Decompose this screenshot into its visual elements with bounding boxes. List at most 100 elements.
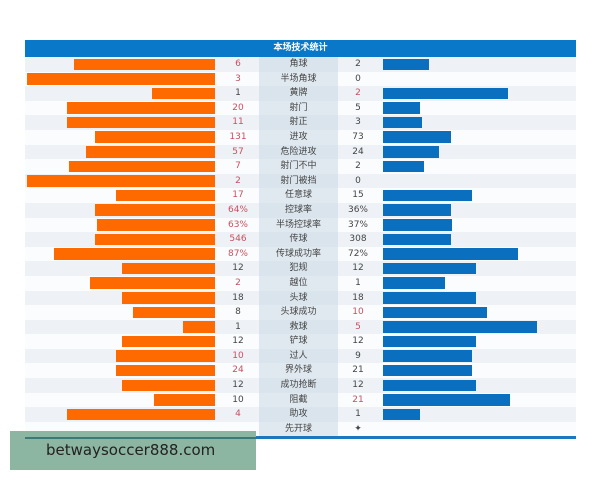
stat-row: 17 任意球 15	[25, 188, 576, 203]
away-value: 0	[355, 175, 361, 186]
home-bar	[182, 321, 215, 333]
stat-label: 头球	[259, 290, 338, 306]
away-value: 37%	[347, 219, 368, 230]
stat-label: 射门不中	[259, 159, 338, 174]
stat-label: 头球成功	[259, 305, 338, 320]
away-value: 2	[355, 161, 361, 172]
home-value: 6	[235, 59, 241, 69]
away-value: 1	[355, 277, 361, 288]
home-value: 64%	[227, 204, 248, 215]
away-bar	[383, 379, 476, 392]
stat-row: 7 射门不中 2	[25, 159, 576, 174]
stat-label: 阻截	[259, 392, 338, 408]
stat-label: 越位	[259, 275, 338, 291]
home-value: 10	[232, 394, 244, 405]
away-bar	[383, 364, 472, 377]
stat-row: 1 黄牌 2	[25, 86, 576, 101]
stat-label: 成功抢断	[259, 378, 338, 393]
away-bar	[383, 248, 519, 260]
home-bar	[66, 116, 215, 129]
stat-row: 1 救球 5	[25, 319, 576, 335]
stat-label: 铲球	[259, 334, 338, 349]
away-bar	[383, 116, 422, 129]
away-bar	[383, 189, 472, 202]
stat-label: 界外球	[259, 363, 338, 379]
away-bar	[383, 233, 451, 246]
home-value: 546	[229, 234, 247, 245]
stat-row: 57 危险进攻 24	[25, 144, 576, 160]
home-value: 12	[232, 336, 244, 347]
away-bar	[383, 204, 451, 216]
home-bar	[85, 146, 215, 158]
away-value: 2	[355, 59, 361, 69]
away-bar	[383, 58, 430, 70]
stat-row: 131 进攻 73	[25, 129, 576, 145]
away-value: 15	[352, 190, 364, 201]
home-value: 1	[235, 321, 241, 332]
stat-row: 3 半场角球 0	[25, 71, 576, 87]
stat-label: 助攻	[259, 407, 338, 422]
stat-label: 危险进攻	[259, 144, 338, 160]
away-value: 2	[355, 88, 361, 99]
stat-label: 救球	[259, 319, 338, 335]
home-value: 12	[232, 263, 244, 274]
stat-label: 射门被挡	[259, 173, 338, 189]
stat-row: 87% 传球成功率 72%	[25, 246, 576, 262]
stat-label: 射门	[259, 100, 338, 116]
away-value: 308	[349, 234, 367, 245]
stat-row: 2 射门被挡 0	[25, 173, 576, 189]
home-bar	[68, 160, 215, 173]
stat-label: 进攻	[259, 129, 338, 145]
stat-row: 20 射门 5	[25, 100, 576, 116]
stat-label: 过人	[259, 348, 338, 364]
home-bar	[26, 73, 215, 85]
home-bar	[95, 204, 215, 216]
away-bar	[383, 321, 538, 333]
away-value: 5	[355, 102, 361, 113]
home-value: 3	[235, 73, 241, 84]
away-value: 12	[352, 263, 364, 274]
stat-row: 12 犯规 12	[25, 261, 576, 276]
home-bar	[121, 292, 215, 304]
stat-row: 12 铲球 12	[25, 334, 576, 349]
home-value: 2	[235, 277, 241, 288]
home-value: 24	[232, 365, 244, 376]
away-bar	[383, 394, 511, 406]
home-value: 131	[229, 131, 247, 142]
home-value: 87%	[227, 248, 248, 259]
stat-label: 先开球	[259, 421, 338, 437]
home-bar	[133, 306, 215, 319]
stat-label: 任意球	[259, 188, 338, 203]
stat-row: 24 界外球 21	[25, 363, 576, 379]
stat-row: 4 助攻 1	[25, 407, 576, 422]
stats-rows: 6 角球 2 3 半场角球 0 1 黄牌 2 20 射门 5 11 射正 3 131 进攻 73 57 危险进攻 24 7…	[25, 57, 576, 437]
away-bar	[383, 335, 476, 348]
home-bar	[121, 379, 215, 392]
table-bottom-border	[25, 436, 576, 440]
home-value: 57	[232, 146, 244, 157]
home-bar	[116, 350, 215, 362]
home-value: 12	[232, 380, 244, 391]
stat-row: 10 阻截 21	[25, 392, 576, 408]
home-bar	[66, 102, 215, 114]
away-bar	[383, 262, 476, 275]
away-bar	[383, 131, 451, 143]
away-value: 12	[352, 380, 364, 391]
home-value: 18	[232, 292, 244, 303]
home-bar	[89, 277, 215, 289]
away-bar	[383, 306, 488, 319]
away-value: 73	[352, 131, 364, 142]
stat-label: 半场控球率	[259, 217, 338, 233]
home-bar	[53, 248, 215, 260]
away-value: 72%	[347, 248, 368, 259]
home-bar	[116, 364, 215, 377]
stat-row: 63% 半场控球率 37%	[25, 217, 576, 233]
away-value: 24	[352, 146, 364, 157]
away-value: 21	[352, 394, 364, 405]
away-bar	[383, 219, 453, 231]
match-stats-table: 本场技术统计 6 角球 2 3 半场角球 0 1 黄牌 2 20 射门 5 11 射正 3 131 进攻 73 57…	[25, 40, 576, 440]
stat-row: 2 越位 1	[25, 275, 576, 291]
away-value: 10	[352, 307, 364, 318]
home-bar	[74, 58, 215, 70]
away-value: 3	[355, 117, 361, 128]
